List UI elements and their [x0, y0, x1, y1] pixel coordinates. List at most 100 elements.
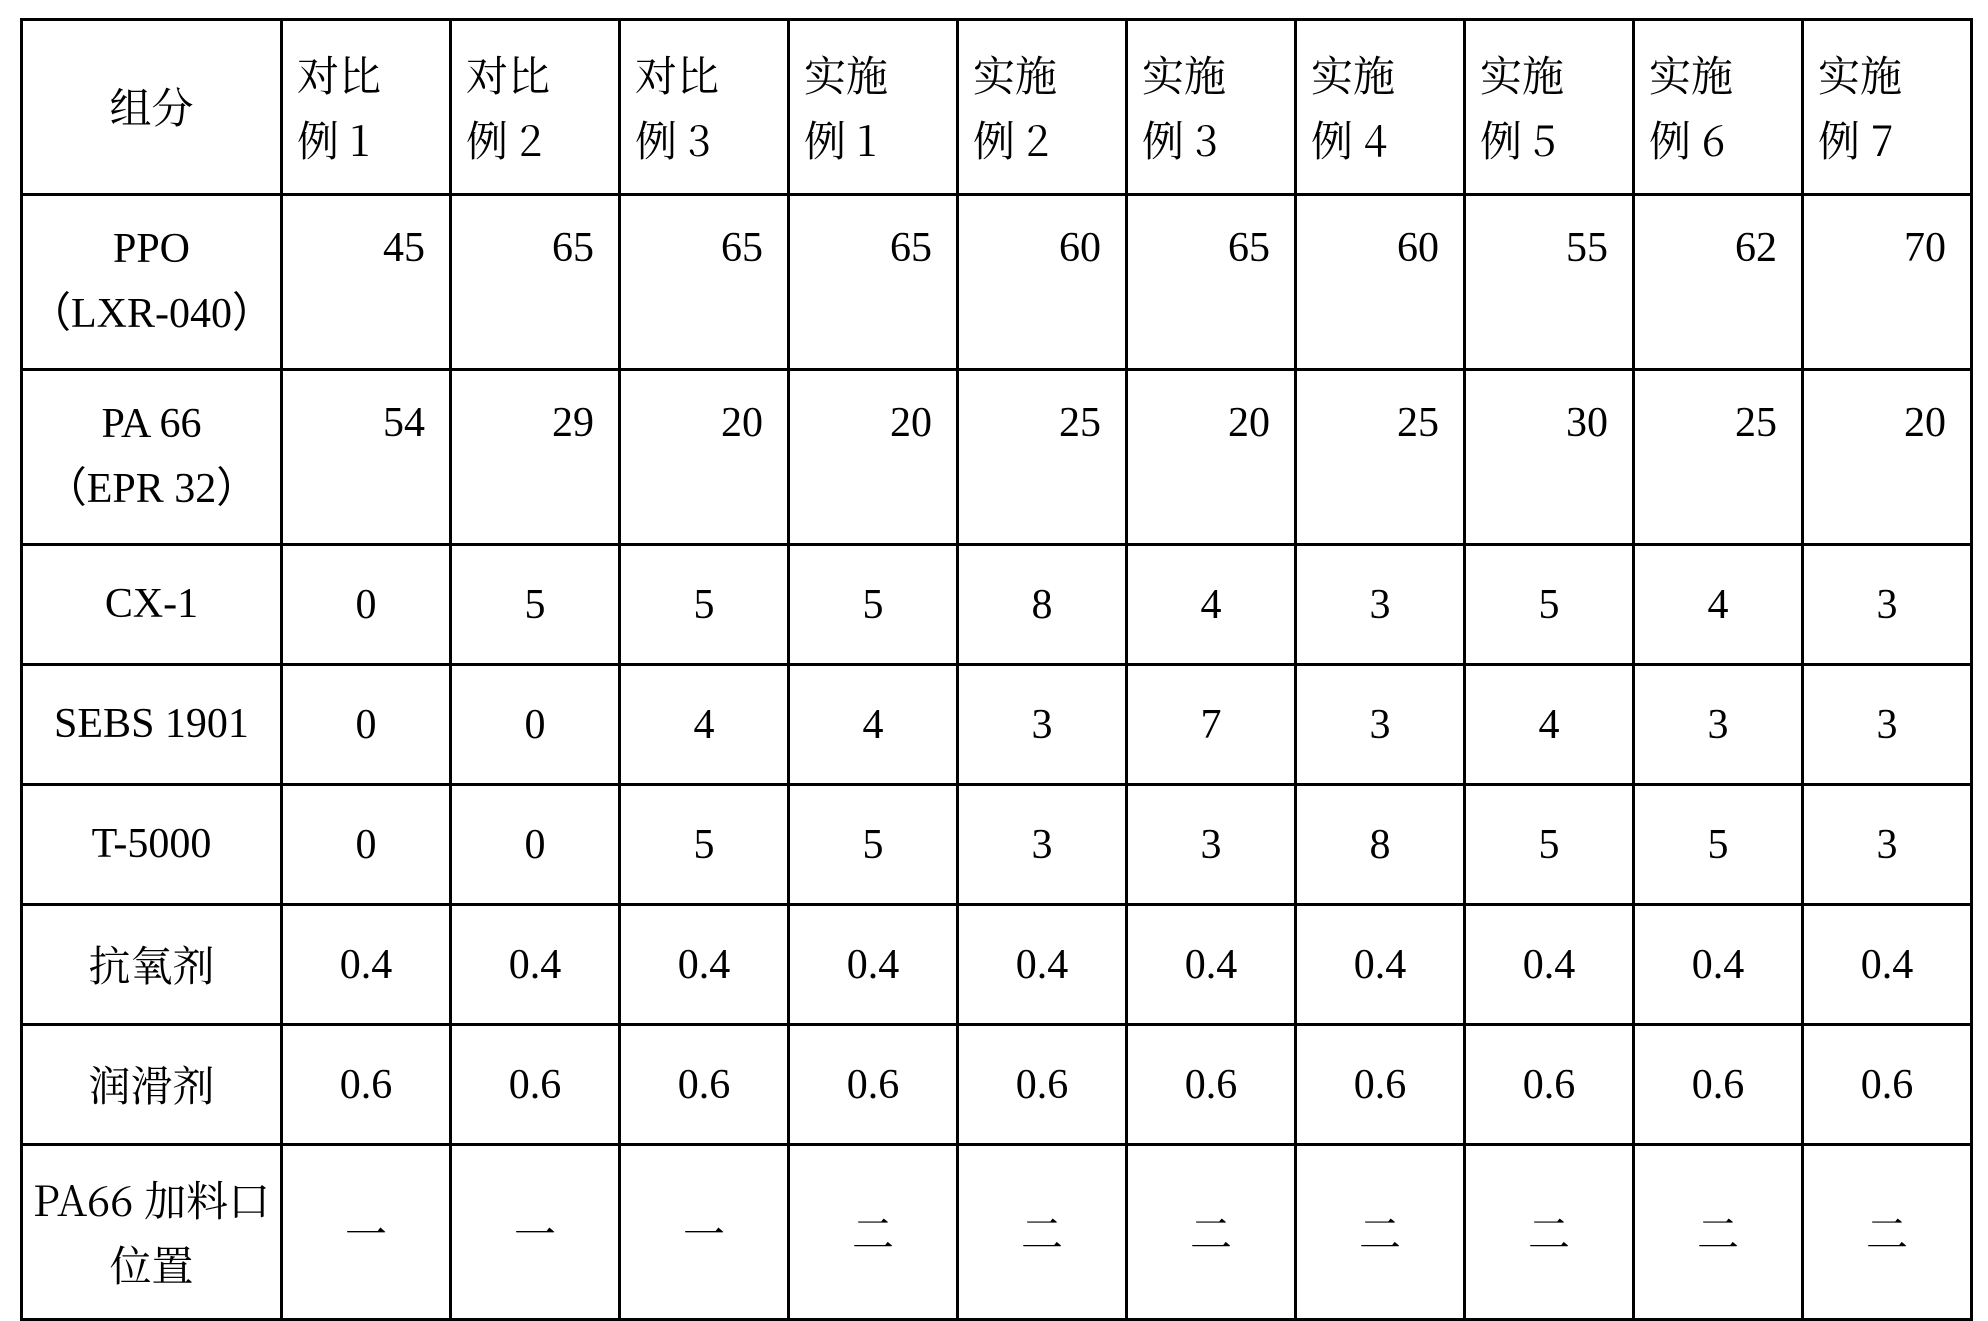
- col-header-label: 例 3: [635, 109, 711, 169]
- row-label: SEBS 1901: [22, 665, 282, 785]
- cell-value: 5: [789, 545, 958, 665]
- cell-value: 二: [1634, 1145, 1803, 1320]
- cell-value: 二: [1296, 1145, 1465, 1320]
- cell-value: 3: [958, 665, 1127, 785]
- row-label-text: CX-1: [105, 581, 198, 627]
- col-header-label: 例 3: [1142, 109, 1218, 169]
- cell-value: 8: [958, 545, 1127, 665]
- col-header-component: 组分: [22, 20, 282, 195]
- cell-value: 0.4: [451, 905, 620, 1025]
- col-header-label: 例 6: [1649, 109, 1725, 169]
- col-header-label: 例 2: [466, 109, 542, 169]
- cell-value: 30: [1465, 370, 1634, 545]
- cell-value: 0.6: [282, 1025, 451, 1145]
- cell-value: 20: [1803, 370, 1972, 545]
- cell-value: 一: [451, 1145, 620, 1320]
- row-label: T-5000: [22, 785, 282, 905]
- cell-value: 0: [282, 545, 451, 665]
- cell-value: 25: [958, 370, 1127, 545]
- col-header-label: 例 1: [297, 109, 370, 169]
- cell-value: 0.6: [789, 1025, 958, 1145]
- cell-value: 3: [1803, 785, 1972, 905]
- col-header-e5: 实施 例 5: [1465, 20, 1634, 195]
- cell-value: 54: [282, 370, 451, 545]
- cell-value: 5: [789, 785, 958, 905]
- cell-value: 0.6: [1127, 1025, 1296, 1145]
- cell-value: 5: [1465, 545, 1634, 665]
- cell-value: 65: [1127, 195, 1296, 370]
- col-header-label: 例 2: [973, 109, 1049, 169]
- cell-value: 60: [1296, 195, 1465, 370]
- table-row: SEBS 19010044373433: [22, 665, 1972, 785]
- cell-value: 0: [282, 665, 451, 785]
- cell-value: 4: [1465, 665, 1634, 785]
- col-header-label: 实施: [1142, 44, 1226, 104]
- cell-value: 二: [1803, 1145, 1972, 1320]
- cell-value: 0.4: [1803, 905, 1972, 1025]
- cell-value: 0.4: [620, 905, 789, 1025]
- cell-value: 二: [789, 1145, 958, 1320]
- cell-value: 0.4: [282, 905, 451, 1025]
- col-header-label: 对比: [297, 44, 381, 104]
- col-header-e6: 实施 例 6: [1634, 20, 1803, 195]
- cell-value: 0.6: [451, 1025, 620, 1145]
- cell-value: 4: [1127, 545, 1296, 665]
- row-label-text: SEBS 1901: [54, 701, 249, 747]
- cell-value: 3: [1634, 665, 1803, 785]
- col-header-label: 实施: [973, 44, 1057, 104]
- cell-value: 3: [1127, 785, 1296, 905]
- table-row: PA66 加料口位置一一一二二二二二二二: [22, 1145, 1972, 1320]
- cell-value: 0.4: [958, 905, 1127, 1025]
- row-label-text: PA 66: [101, 401, 201, 447]
- cell-value: 0.6: [958, 1025, 1127, 1145]
- cell-value: 5: [620, 785, 789, 905]
- col-header-c3: 对比 例 3: [620, 20, 789, 195]
- cell-value: 20: [1127, 370, 1296, 545]
- row-label-text: 润滑剂: [88, 1054, 214, 1114]
- table-row: CX-10555843543: [22, 545, 1972, 665]
- cell-value: 3: [1803, 545, 1972, 665]
- cell-value: 5: [1634, 785, 1803, 905]
- cell-value: 5: [1465, 785, 1634, 905]
- cell-value: 二: [958, 1145, 1127, 1320]
- row-label-text: PA66 加料口: [33, 1169, 270, 1229]
- row-label-text: 抗氧剂: [88, 934, 214, 994]
- row-label-text: （EPR 32）: [45, 466, 259, 512]
- row-label-text: T-5000: [92, 821, 212, 867]
- col-header-label: 例 5: [1480, 109, 1556, 169]
- col-header-e3: 实施 例 3: [1127, 20, 1296, 195]
- row-label: PA66 加料口位置: [22, 1145, 282, 1320]
- col-header-label: 实施: [804, 44, 888, 104]
- cell-value: 3: [958, 785, 1127, 905]
- cell-value: 45: [282, 195, 451, 370]
- cell-value: 0.6: [1803, 1025, 1972, 1145]
- table-row: 抗氧剂0.40.40.40.40.40.40.40.40.40.4: [22, 905, 1972, 1025]
- table-row: PPO（LXR-040）45656565606560556270: [22, 195, 1972, 370]
- cell-value: 70: [1803, 195, 1972, 370]
- cell-value: 4: [789, 665, 958, 785]
- table-body: PPO（LXR-040）45656565606560556270PA 66（EP…: [22, 195, 1972, 1320]
- row-label: 润滑剂: [22, 1025, 282, 1145]
- cell-value: 一: [282, 1145, 451, 1320]
- cell-value: 0.4: [1127, 905, 1296, 1025]
- col-header-label: 对比: [466, 44, 550, 104]
- cell-value: 65: [789, 195, 958, 370]
- cell-value: 4: [1634, 545, 1803, 665]
- cell-value: 0.4: [1465, 905, 1634, 1025]
- row-label: PPO（LXR-040）: [22, 195, 282, 370]
- cell-value: 0: [282, 785, 451, 905]
- cell-value: 25: [1634, 370, 1803, 545]
- cell-value: 7: [1127, 665, 1296, 785]
- row-label: PA 66 （EPR 32）: [22, 370, 282, 545]
- cell-value: 0: [451, 785, 620, 905]
- cell-value: 0.6: [620, 1025, 789, 1145]
- cell-value: 4: [620, 665, 789, 785]
- cell-value: 3: [1296, 665, 1465, 785]
- cell-value: 62: [1634, 195, 1803, 370]
- cell-value: 0.6: [1634, 1025, 1803, 1145]
- row-label: CX-1: [22, 545, 282, 665]
- cell-value: 二: [1127, 1145, 1296, 1320]
- col-header-label: 例 4: [1311, 109, 1387, 169]
- cell-value: 65: [451, 195, 620, 370]
- col-header-label: 实施: [1818, 44, 1902, 104]
